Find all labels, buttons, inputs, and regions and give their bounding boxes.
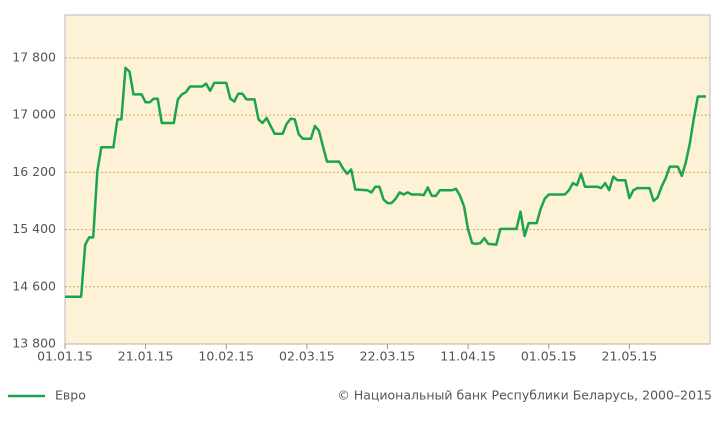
source: © Национальный банк Республики Беларусь,…: [337, 388, 712, 403]
y-tick-label: 17 800: [12, 49, 56, 64]
x-tick-label: 21.01.15: [118, 349, 174, 364]
x-tick-label: 11.04.15: [440, 349, 496, 364]
x-tick-label: 02.03.15: [279, 349, 335, 364]
x-tick-label: 22.03.15: [360, 349, 416, 364]
y-tick-label: 16 200: [12, 164, 56, 179]
x-tick-label: 01.01.15: [37, 349, 93, 364]
y-tick-label: 15 400: [12, 221, 56, 236]
y-tick-label: 13 800: [12, 336, 56, 351]
x-tick-label: 10.02.15: [198, 349, 254, 364]
line: [65, 66, 706, 299]
x-tick-label: 01.05.15: [521, 349, 577, 364]
legend-label: Евро: [55, 388, 86, 403]
x-tick-label: 21.05.15: [602, 349, 658, 364]
plot-area: [64, 14, 711, 345]
y-tick-label: 14 600: [12, 278, 56, 293]
y-tick-label: 17 000: [12, 107, 56, 122]
